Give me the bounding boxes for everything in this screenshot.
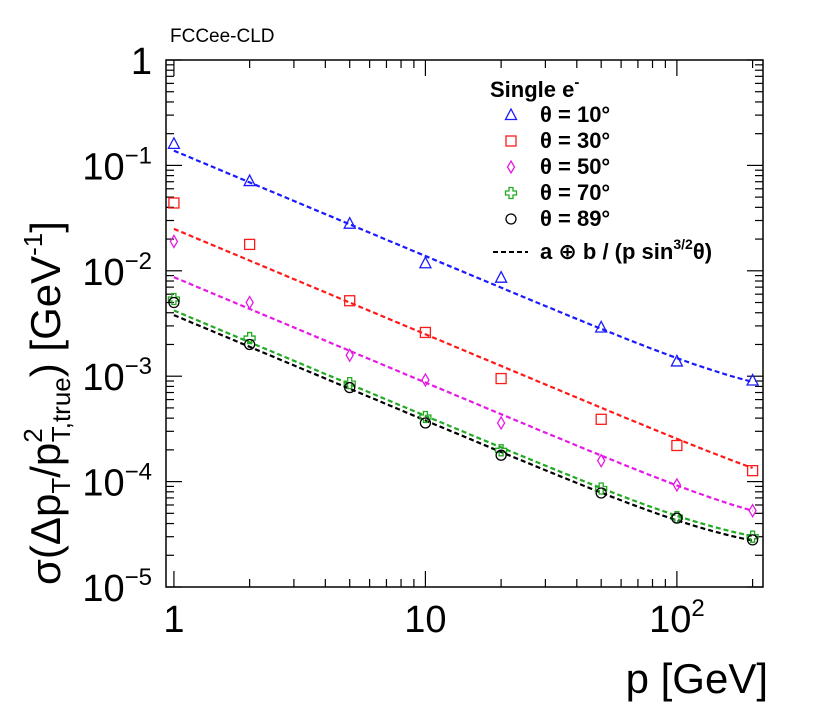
legend-marker [505, 213, 517, 225]
fit-line [173, 149, 753, 383]
data-point [344, 381, 356, 394]
y-tick-label: 10−3 [82, 353, 152, 399]
data-point [671, 439, 683, 452]
data-point [419, 417, 432, 429]
data-point [243, 238, 256, 251]
legend-label: θ = 10° [540, 102, 610, 127]
legend-entry: θ = 10° [504, 102, 610, 127]
legend-label: θ = 30° [540, 128, 610, 153]
legend-entry: θ = 50° [506, 154, 610, 179]
data-point [748, 503, 757, 518]
legend-fit-entry: a ⊕ b / (p sin3/2θ) [493, 236, 712, 264]
data-point [746, 534, 759, 546]
data-point [343, 216, 357, 229]
data-point [495, 372, 507, 385]
x-tick-label: 10 [404, 599, 446, 641]
data-point [345, 347, 354, 363]
y-tick-label: 10−1 [82, 142, 152, 188]
data-point [418, 255, 432, 269]
data-point [494, 270, 508, 283]
legend-label: θ = 70° [540, 180, 610, 205]
data-point [596, 453, 606, 468]
legend-marker [505, 135, 517, 147]
legend-entry: θ = 89° [505, 206, 610, 231]
data-point [169, 234, 179, 249]
legend-marker [506, 159, 516, 175]
legend-fit-label: a ⊕ b / (p sin3/2θ) [540, 236, 712, 264]
data-point [595, 482, 608, 495]
data-point [419, 326, 432, 339]
fit-line [173, 309, 753, 538]
data-point [243, 173, 257, 187]
legend-marker [504, 107, 518, 121]
y-tick-label: 10−5 [82, 564, 152, 610]
y-tick-label: 10−2 [82, 248, 152, 294]
data-point [168, 296, 180, 309]
data-points-layer [167, 136, 760, 546]
legend-title: Single e- [490, 74, 579, 102]
data-point [344, 295, 356, 307]
data-point [245, 295, 254, 310]
data-point [746, 465, 759, 477]
data-point [495, 449, 507, 461]
corner-label: FCCee-CLD [170, 26, 275, 47]
data-point [595, 487, 607, 499]
fit-line [173, 227, 753, 470]
data-point [595, 413, 607, 425]
legend: Single e- θ = 10°θ = 30°θ = 50°θ = 70°θ … [490, 74, 712, 264]
fit-lines-layer [173, 149, 753, 542]
plot-frame [165, 59, 764, 588]
data-point [494, 444, 508, 457]
legend-marker [504, 186, 518, 200]
data-point [343, 376, 356, 390]
data-point [419, 410, 432, 424]
data-point [746, 373, 760, 386]
x-axis-title: p [GeV] [626, 655, 768, 702]
data-point [243, 338, 256, 351]
data-point [167, 136, 181, 150]
legend-label: θ = 89° [540, 206, 610, 231]
x-tick-label: 102 [649, 595, 705, 641]
legend-entry: θ = 30° [505, 128, 610, 153]
data-point [167, 292, 181, 306]
data-point [168, 197, 180, 209]
fit-line [173, 276, 753, 512]
y-tick-label: 10−4 [82, 459, 152, 505]
tick-labels-layer: 1 10 102 1 10−1 10−2 10−3 10−4 10−5 [82, 41, 704, 641]
data-point [672, 477, 682, 493]
data-point [671, 512, 683, 524]
y-tick-label: 1 [131, 41, 152, 83]
x-tick-label: 1 [163, 599, 184, 641]
y-axis-title: σ(ΔpT/p2T,true) [GeV-1] [18, 221, 76, 585]
axes-layer [166, 59, 763, 588]
data-point [243, 331, 256, 345]
data-point [670, 354, 684, 367]
legend-entry: θ = 70° [504, 180, 610, 205]
legend-label: θ = 50° [540, 154, 610, 179]
data-point [496, 415, 506, 431]
fit-line [173, 314, 753, 542]
data-point [421, 372, 430, 388]
data-point [594, 320, 608, 333]
